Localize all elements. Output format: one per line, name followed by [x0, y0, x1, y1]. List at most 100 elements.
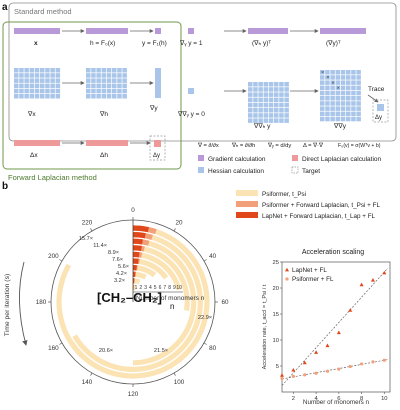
legend-gradient-swatch [198, 155, 204, 161]
psiformer-point [303, 373, 307, 377]
matrix-cell [356, 96, 361, 101]
row1-label-grad-y: (∇y)ᵀ [326, 39, 341, 47]
grad-x-matrix [14, 68, 61, 99]
psiformer-point [314, 371, 318, 375]
matrix-cell [34, 68, 40, 73]
x-tick-label: 6 [337, 396, 340, 402]
legend-gradient-label: Gradient calculation [208, 156, 266, 163]
matrix-cell [14, 73, 19, 78]
matrix-cell [50, 94, 55, 99]
forward-laplacian-title: Forward Laplacian method [8, 173, 97, 182]
hess-h-matrix [248, 82, 289, 123]
polar-tick [203, 259, 207, 262]
grad-y [320, 28, 366, 34]
row1-label-y: y = F₁(h) [142, 40, 167, 47]
grad-h-matrix [86, 68, 127, 99]
matrix-cell [325, 106, 330, 111]
matrix-cell [253, 118, 258, 123]
scatter-frame [281, 261, 391, 393]
bar-psiformer [133, 271, 147, 280]
polar-tick-label: 120 [128, 391, 139, 398]
diagonal-marker: × [337, 86, 340, 92]
matrix-cell [24, 83, 29, 89]
matrix-cell [284, 82, 289, 87]
matrix-cell [29, 94, 35, 99]
bar-lapnet-fl [133, 265, 137, 271]
y-scalar [155, 28, 161, 34]
row1-label-grad-yy: ∇ᵧ y = 1 [179, 39, 203, 47]
matrix-cell [284, 97, 289, 103]
matrix-cell [356, 70, 361, 75]
grad-h-y [248, 28, 288, 34]
matrix-cell [50, 83, 55, 89]
polar-tick-label: 60 [221, 299, 229, 306]
matrix-cell [40, 94, 45, 99]
matrix-cell [253, 102, 258, 108]
row3-laplacian-bars [14, 135, 166, 161]
matrix-cell [117, 83, 122, 89]
matrix-cell [279, 102, 284, 108]
bar-lapnet-fl [133, 251, 140, 258]
matrix-cell [346, 106, 351, 111]
matrix-cell [29, 78, 35, 83]
x-tick-label: 2 [292, 396, 295, 402]
row3-label-delta-y: Δy [153, 153, 160, 159]
psiformer-point [337, 367, 341, 371]
matrix-cell [248, 118, 253, 123]
polar-tick-label: 180 [36, 299, 47, 306]
matrix-cell [351, 90, 356, 96]
row2-label-grad-h: ∇h [99, 110, 108, 118]
def-nabla-h: ∇ₕ = ∂/∂h [231, 142, 255, 149]
matrix-cell [91, 88, 96, 94]
matrix-cell [325, 111, 330, 117]
matrix-cell [340, 101, 346, 106]
matrix-cell [284, 118, 289, 123]
matrix-cell [340, 90, 346, 96]
matrix-cell [248, 82, 253, 87]
grad-y-column [155, 68, 161, 98]
matrix-cell [351, 111, 356, 117]
matrix-cell [117, 68, 122, 73]
lapnet-point [302, 360, 307, 365]
matrix-cell [351, 80, 356, 85]
polar-tick-label: 40 [209, 253, 217, 260]
matrix-cell [279, 108, 284, 113]
n-tick-label: 4 [149, 285, 152, 291]
matrix-cell [112, 73, 117, 78]
matrix-cell [122, 68, 127, 73]
matrix-cell [34, 83, 40, 89]
bar-lapnet-fl [133, 232, 146, 239]
matrix-cell [106, 78, 112, 83]
diagonal-marker: × [331, 80, 334, 86]
legend-laplacian-swatch [292, 155, 298, 161]
matrix-cell [24, 73, 29, 78]
matrix-cell [356, 85, 361, 91]
matrix-cell [24, 78, 29, 83]
matrix-cell [274, 108, 279, 113]
lapnet-point [314, 350, 319, 354]
row3-label-delta-h: Δh [100, 152, 108, 159]
matrix-cell [19, 94, 24, 99]
matrix-cell [96, 94, 101, 99]
bar-lapnet-fl [133, 271, 136, 277]
trace-label: Trace [368, 86, 385, 93]
time-axis-label: Time per iteration (s) [4, 274, 11, 336]
matrix-cell [351, 85, 356, 91]
matrix-cell [55, 73, 61, 78]
panel-a-letter: a [2, 2, 8, 13]
matrix-cell [263, 92, 269, 97]
bar-lapnet-fl [133, 238, 143, 245]
matrix-cell [356, 80, 361, 85]
matrix-cell [19, 88, 24, 94]
matrix-cell [274, 97, 279, 103]
matrix-cell [86, 83, 91, 89]
matrix-cell [122, 83, 127, 89]
target-delta-y: Δy [375, 115, 382, 121]
matrix-cell [50, 78, 55, 83]
matrix-cell [356, 106, 361, 111]
row1-gradient-bars [14, 28, 366, 34]
matrix-cell [96, 73, 101, 78]
lapnet-point [370, 278, 375, 282]
